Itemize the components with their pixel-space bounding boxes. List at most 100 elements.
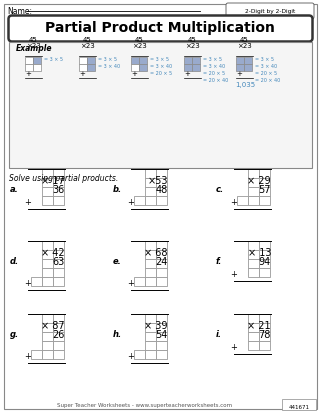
- Bar: [156, 178, 167, 187]
- Text: +: +: [230, 343, 238, 352]
- Bar: [145, 196, 156, 205]
- Text: +: +: [25, 198, 31, 207]
- Text: = 3 × 5: = 3 × 5: [98, 57, 117, 62]
- Text: Super Teacher Worksheets - www.superteacherworksheets.com: Super Teacher Worksheets - www.superteac…: [57, 403, 232, 408]
- Bar: [248, 323, 259, 332]
- Text: 45: 45: [82, 37, 91, 43]
- Bar: [145, 332, 156, 341]
- Bar: [42, 259, 53, 268]
- Text: ×23: ×23: [26, 43, 40, 49]
- Text: × 39: × 39: [144, 321, 168, 331]
- Bar: [145, 259, 156, 268]
- Bar: [42, 314, 53, 323]
- Bar: [79, 57, 87, 64]
- Text: 78: 78: [259, 330, 271, 340]
- Text: i.: i.: [216, 330, 222, 339]
- Text: +: +: [230, 270, 238, 279]
- Text: ×23: ×23: [185, 43, 199, 49]
- Text: × 68: × 68: [144, 248, 168, 258]
- Bar: [248, 259, 259, 268]
- Bar: [259, 178, 270, 187]
- Bar: [259, 268, 270, 277]
- Text: ×53: ×53: [148, 176, 168, 186]
- Bar: [184, 64, 192, 71]
- Text: Partial Product Multiplication: Partial Product Multiplication: [45, 21, 275, 35]
- Bar: [53, 341, 64, 350]
- Bar: [53, 259, 64, 268]
- Bar: [79, 64, 87, 71]
- Text: +: +: [236, 71, 242, 77]
- Bar: [53, 196, 64, 205]
- Bar: [259, 332, 270, 341]
- Text: × 13: × 13: [247, 248, 271, 258]
- Bar: [53, 178, 64, 187]
- Bar: [42, 350, 53, 359]
- Text: = 20 × 5: = 20 × 5: [203, 71, 225, 76]
- Text: 36: 36: [53, 185, 65, 195]
- Bar: [248, 341, 259, 350]
- Text: = 20 × 5: = 20 × 5: [255, 71, 277, 76]
- Bar: [244, 64, 252, 71]
- FancyBboxPatch shape: [226, 3, 314, 19]
- Bar: [248, 250, 259, 259]
- Bar: [134, 196, 145, 205]
- Bar: [248, 314, 259, 323]
- Bar: [145, 277, 156, 286]
- Text: 1,035: 1,035: [235, 82, 255, 88]
- Bar: [156, 196, 167, 205]
- Text: +: +: [127, 198, 134, 207]
- Bar: [42, 196, 53, 205]
- Text: +: +: [25, 71, 31, 77]
- Text: Name:: Name:: [7, 7, 32, 16]
- Text: = 3 × 40: = 3 × 40: [150, 64, 172, 69]
- Text: = 20 × 40: = 20 × 40: [203, 78, 228, 83]
- Text: × 87: × 87: [41, 321, 65, 331]
- Bar: [248, 268, 259, 277]
- Text: × 21: × 21: [247, 321, 271, 331]
- Bar: [42, 268, 53, 277]
- Text: 54: 54: [156, 330, 168, 340]
- Text: Example: Example: [16, 44, 53, 53]
- Text: × 42: × 42: [41, 248, 65, 258]
- Text: 63: 63: [53, 257, 65, 267]
- Bar: [139, 64, 147, 71]
- Bar: [236, 57, 244, 64]
- Text: 2-Digit by 2-Digit: 2-Digit by 2-Digit: [245, 9, 295, 14]
- Bar: [259, 341, 270, 350]
- Bar: [248, 241, 259, 250]
- Text: 45: 45: [134, 37, 143, 43]
- Text: e.: e.: [113, 257, 122, 266]
- Bar: [53, 277, 64, 286]
- Bar: [53, 241, 64, 250]
- Bar: [156, 187, 167, 196]
- Bar: [259, 314, 270, 323]
- Bar: [31, 277, 42, 286]
- Bar: [42, 187, 53, 196]
- Bar: [53, 323, 64, 332]
- Text: +: +: [25, 279, 31, 288]
- Bar: [42, 178, 53, 187]
- Bar: [259, 187, 270, 196]
- Bar: [248, 332, 259, 341]
- Bar: [237, 196, 248, 205]
- Text: 45: 45: [188, 37, 196, 43]
- Bar: [156, 350, 167, 359]
- Bar: [53, 169, 64, 178]
- Bar: [53, 350, 64, 359]
- Bar: [156, 250, 167, 259]
- Bar: [42, 332, 53, 341]
- Bar: [145, 314, 156, 323]
- Text: d.: d.: [10, 257, 19, 266]
- Text: 48: 48: [156, 185, 168, 195]
- Bar: [156, 241, 167, 250]
- Bar: [156, 169, 167, 178]
- Text: h.: h.: [113, 330, 122, 339]
- Bar: [192, 57, 200, 64]
- Text: 45: 45: [29, 37, 37, 43]
- Bar: [42, 250, 53, 259]
- Bar: [145, 268, 156, 277]
- Bar: [184, 57, 192, 64]
- Text: ×23: ×23: [132, 43, 146, 49]
- Text: c.: c.: [216, 185, 224, 194]
- Bar: [42, 341, 53, 350]
